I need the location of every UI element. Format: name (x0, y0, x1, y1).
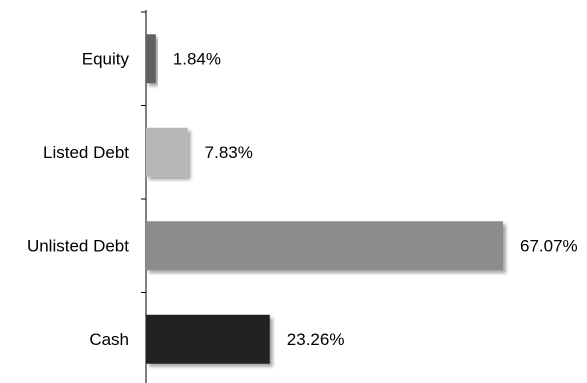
data-label: 1.84% (173, 49, 221, 68)
category-label: Equity (82, 49, 130, 68)
y-axis (141, 10, 146, 383)
bar-equity (146, 34, 156, 83)
category-label: Unlisted Debt (27, 236, 129, 255)
category-label: Listed Debt (43, 143, 129, 162)
bars (146, 34, 503, 364)
data-label: 7.83% (205, 143, 253, 162)
data-label: 67.07% (520, 236, 578, 255)
category-label: Cash (89, 330, 129, 349)
data-label: 23.26% (287, 330, 345, 349)
bar-unlisted-debt (146, 221, 503, 270)
bar-listed-debt (146, 128, 188, 177)
labels: Equity 1.84% Listed Debt 7.83% Unlisted Debt… (27, 49, 578, 349)
bar-cash (146, 315, 270, 364)
